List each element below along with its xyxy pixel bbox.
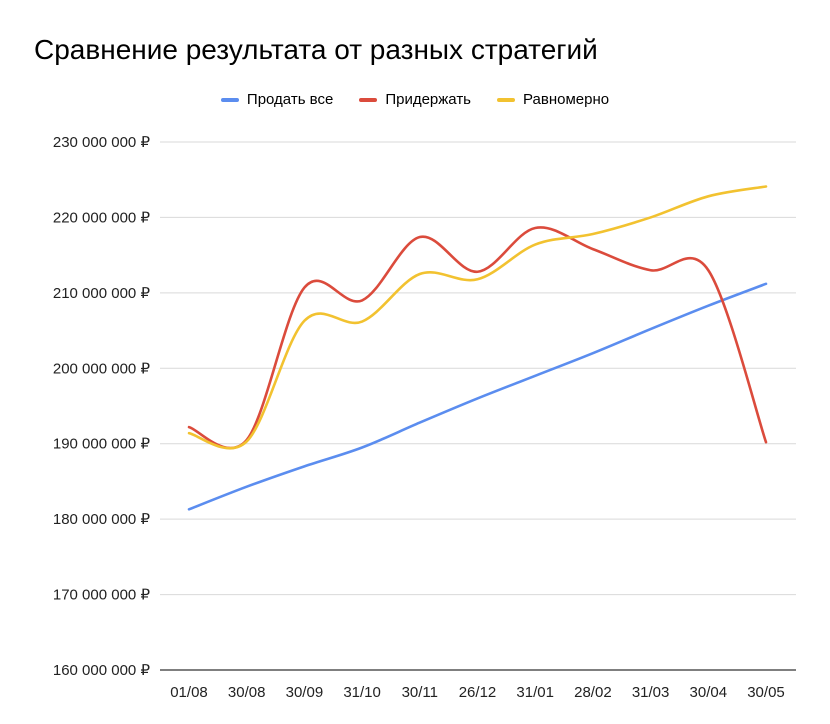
series-lines: [187, 185, 768, 511]
series-line-0: [187, 282, 768, 511]
x-tick-label: 30/09: [286, 684, 324, 701]
y-tick-label: 170 000 000 ₽: [53, 587, 151, 604]
legend-swatch-1: [359, 97, 378, 102]
y-tick-label: 220 000 000 ₽: [53, 209, 151, 226]
x-tick-label: 31/01: [516, 684, 554, 701]
x-tick-label: 30/11: [402, 684, 438, 701]
legend-item-series-0[interactable]: Продать все: [220, 91, 334, 108]
chart-legend: Продать все Придержать Равномерно: [0, 91, 830, 108]
series-line-2: [187, 185, 768, 450]
x-tick-label: 30/05: [747, 684, 785, 701]
y-axis-tick-labels: 160 000 000 ₽ 170 000 000 ₽ 180 000 000 ₽ 1…: [53, 134, 151, 679]
legend-item-series-1[interactable]: Придержать: [359, 91, 471, 108]
series-line-1: [187, 226, 768, 450]
y-tick-label: 180 000 000 ₽: [53, 511, 151, 528]
x-tick-label: 26/12: [459, 684, 497, 701]
y-tick-label: 230 000 000 ₽: [53, 134, 151, 151]
y-tick-label: 190 000 000 ₽: [53, 436, 151, 453]
legend-label-2: Равномерно: [523, 91, 610, 108]
x-tick-label: 30/08: [228, 684, 266, 701]
chart-title: Сравнение результата от разных стратегий: [34, 34, 598, 65]
legend-label-1: Придержать: [385, 91, 471, 108]
grid-lines: [160, 141, 796, 671]
legend-item-series-2[interactable]: Равномерно: [497, 91, 609, 108]
legend-swatch-2: [497, 97, 515, 102]
x-tick-label: 28/02: [574, 684, 612, 701]
x-tick-label: 01/08: [170, 684, 208, 701]
y-tick-label: 210 000 000 ₽: [53, 285, 151, 302]
y-tick-label: 160 000 000 ₽: [53, 662, 151, 679]
legend-label-0: Продать все: [246, 91, 334, 108]
x-tick-label: 30/04: [690, 684, 728, 701]
legend-swatch-0: [220, 97, 239, 102]
x-tick-label: 31/10: [343, 684, 381, 701]
x-axis-tick-labels: 01/08 30/08 30/09 31/10 30/11 26/12 31/01 28/02…: [170, 684, 785, 701]
x-tick-label: 31/03: [632, 684, 670, 701]
y-tick-label: 200 000 000 ₽: [53, 360, 151, 377]
